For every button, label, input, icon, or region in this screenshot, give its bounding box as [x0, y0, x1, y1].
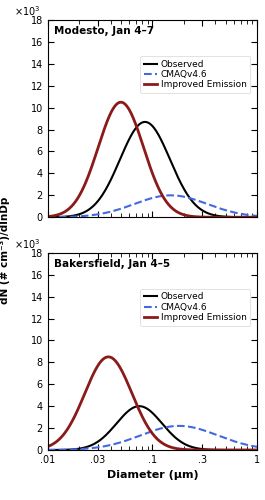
Text: $\times10^3$: $\times10^3$ [14, 4, 41, 18]
Legend: Observed, CMAQv4.6, Improved Emission: Observed, CMAQv4.6, Improved Emission [140, 56, 250, 93]
X-axis label: Diameter (μm): Diameter (μm) [107, 470, 198, 480]
Text: Bakersfield, Jan 4–5: Bakersfield, Jan 4–5 [54, 258, 170, 268]
Text: Modesto, Jan 4–7: Modesto, Jan 4–7 [54, 26, 154, 36]
Text: dN (# cm⁻³)/dlnDp: dN (# cm⁻³)/dlnDp [0, 196, 10, 304]
Legend: Observed, CMAQv4.6, Improved Emission: Observed, CMAQv4.6, Improved Emission [140, 289, 250, 326]
Text: $\times10^3$: $\times10^3$ [14, 237, 41, 251]
